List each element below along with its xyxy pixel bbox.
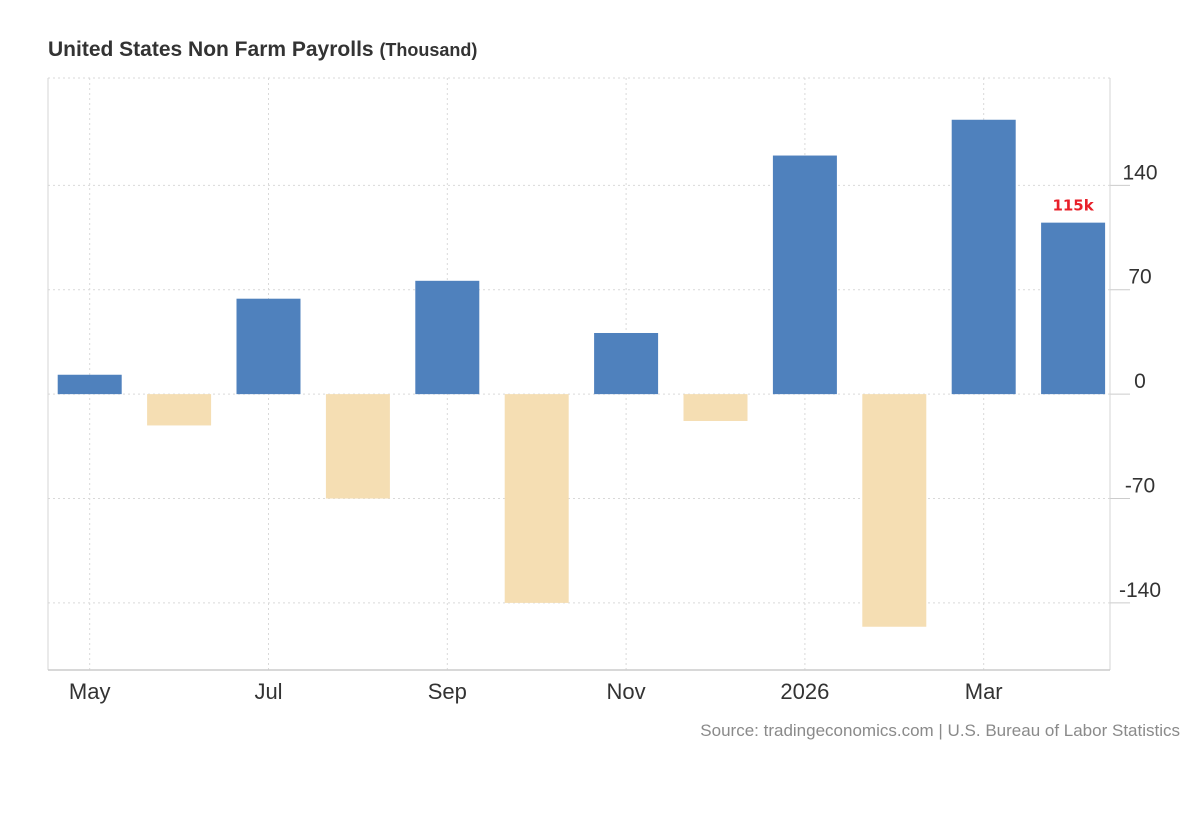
bar-oct [504, 394, 569, 603]
bar-feb [862, 394, 927, 627]
bar-aug [325, 394, 390, 499]
y-tick-label: -140 [1119, 579, 1161, 602]
chart-unit: (Thousand) [379, 40, 478, 60]
latest-value-label: 115k [1052, 197, 1094, 215]
chart-title-text: United States Non Farm Payrolls [48, 38, 374, 61]
bar-nov [594, 332, 659, 395]
y-tick-label: 70 [1128, 266, 1151, 289]
bar-jul [236, 298, 301, 395]
bar-may [57, 374, 122, 395]
x-tick-label: Sep [428, 679, 467, 704]
bar-2026 [772, 155, 837, 395]
chart-title: United States Non Farm Payrolls (Thousan… [48, 38, 477, 62]
y-tick-label: 0 [1134, 370, 1146, 393]
x-tick-label: Jul [254, 679, 282, 704]
x-tick-label: Mar [965, 679, 1003, 704]
bar-sep [415, 280, 480, 395]
bar-dec [683, 394, 748, 421]
x-tick-label: Nov [607, 679, 646, 704]
bar-jun [147, 394, 212, 426]
bar-apr [1041, 222, 1106, 395]
source-credit: Source: tradingeconomics.com | U.S. Bure… [700, 721, 1180, 740]
x-tick-label: May [69, 679, 111, 704]
y-tick-label: -70 [1125, 475, 1155, 498]
bar-mar [951, 119, 1016, 395]
x-tick-label: 2026 [780, 679, 829, 704]
y-tick-label: 140 [1122, 161, 1157, 184]
